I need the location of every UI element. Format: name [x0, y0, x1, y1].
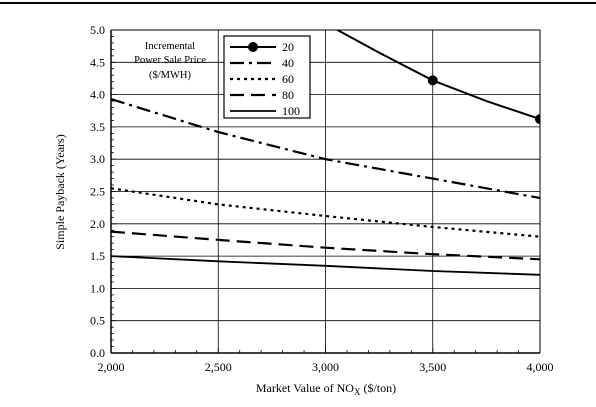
series-marker-20: [427, 75, 438, 86]
series-layer: [111, 30, 540, 276]
tick-marks: [110, 29, 541, 354]
y-tick-label: 4.5: [90, 55, 105, 69]
series-marker-20: [535, 114, 540, 125]
x-axis-label-suffix: ($/ton): [360, 381, 396, 395]
legend-title-line-1: Incremental: [145, 41, 195, 52]
x-axis-label: Market Value of NOX ($/ton): [256, 381, 396, 397]
series-line-80: [111, 230, 540, 261]
y-tick-label: 4.0: [90, 88, 105, 102]
legend-title-line-3: ($/MWH): [149, 70, 191, 81]
tick-labels: 0.0 0.5 1.0 1.5 2.0 2.5 3.0 3.5 4.0 4.5 5.0 2,000 2,…: [90, 23, 554, 374]
legend-title-line-2: Power Sale Price: [134, 55, 206, 66]
x-axis-label-subscript: X: [354, 387, 361, 397]
legend-marker-20: [248, 42, 258, 52]
y-axis-label: Simple Payback (Years): [53, 134, 67, 249]
legend-label-20: 20: [282, 40, 294, 54]
y-tick-label: 5.0: [90, 23, 105, 37]
series-line-40: [111, 98, 540, 200]
x-tick-label: 2,500: [205, 360, 232, 374]
legend-label-40: 40: [282, 56, 294, 70]
series-line-100: [111, 255, 540, 276]
legend-label-100: 100: [282, 104, 300, 118]
x-tick-label: 3,500: [419, 360, 446, 374]
legend-label-80: 80: [282, 88, 294, 102]
y-tick-label: 3.5: [90, 120, 105, 134]
legend: 20 40 60 80 100: [223, 35, 311, 119]
legend-title: Incremental Power Sale Price ($/MWH): [134, 41, 206, 81]
y-tick-label: 0.5: [90, 314, 105, 328]
y-tick-label: 2.0: [90, 217, 105, 231]
x-axis-label-main: Market Value of NO: [256, 381, 354, 395]
x-tick-label: 4,000: [527, 360, 554, 374]
x-tick-label: 3,000: [312, 360, 339, 374]
x-tick-label: 2,000: [98, 360, 125, 374]
y-tick-label: 3.0: [90, 152, 105, 166]
legend-label-60: 60: [282, 72, 294, 86]
series-line-60: [111, 187, 540, 238]
y-tick-label: 2.5: [90, 185, 105, 199]
legend-box: [223, 35, 311, 119]
y-tick-label: 0.0: [90, 346, 105, 360]
y-tick-label: 1.5: [90, 249, 105, 263]
legend-entries: 20 40 60 80 100: [230, 40, 300, 118]
y-tick-label: 1.0: [90, 281, 105, 295]
